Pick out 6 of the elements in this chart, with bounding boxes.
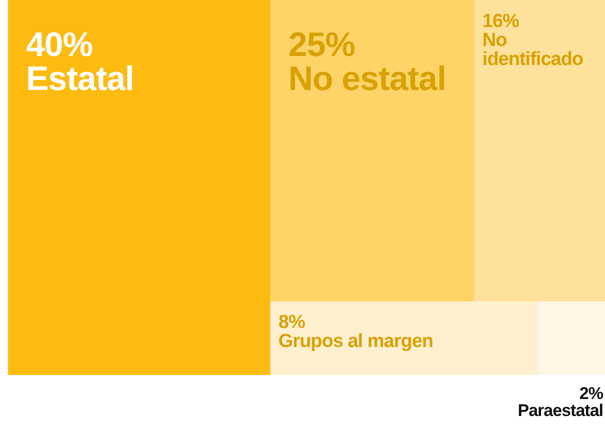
data-label: 2% (578, 384, 603, 403)
data-label: 8% (278, 312, 306, 334)
data-label: 16% (482, 11, 520, 32)
category-label: Paraestatal (518, 401, 603, 420)
category-label: No identificado (482, 30, 584, 70)
category-label: Grupos al margen (278, 331, 434, 352)
